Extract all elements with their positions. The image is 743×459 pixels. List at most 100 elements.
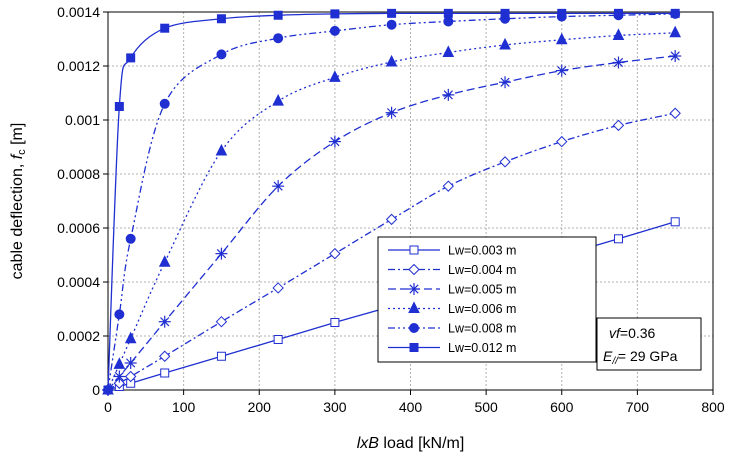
y-tick-label: 0.001 <box>65 112 100 128</box>
legend-label: Lw=0.004 m <box>448 263 516 277</box>
legend-marker <box>409 323 419 333</box>
annotation-box: vf=0.36 E//= 29 GPa <box>596 317 702 371</box>
data-point <box>273 10 283 20</box>
data-point <box>669 25 681 38</box>
legend: Lw=0.003 m Lw=0.004 m Lw=0.005 m Lw=0.006 m… <box>377 236 597 363</box>
data-point <box>215 247 228 260</box>
data-point <box>126 53 136 63</box>
y-tick-label: 0.0012 <box>57 58 100 74</box>
data-point <box>124 370 137 383</box>
legend-marker <box>408 301 420 313</box>
data-point <box>387 8 397 18</box>
legend-label: Lw=0.008 m <box>448 322 516 336</box>
x-tick-label: 200 <box>248 399 272 415</box>
series-6 <box>103 8 680 395</box>
legend-marker <box>408 263 420 276</box>
data-point <box>113 357 126 369</box>
data-point <box>124 331 137 344</box>
legend-item: Lw=0.006 m <box>388 301 516 316</box>
data-point <box>216 49 227 60</box>
legend-marker <box>408 283 420 295</box>
data-point <box>215 315 228 328</box>
data-point <box>612 56 625 69</box>
x-tick-label: 800 <box>701 399 725 415</box>
data-point <box>329 247 341 260</box>
y-tick-label: 0.0006 <box>57 220 100 236</box>
data-point <box>670 8 680 18</box>
data-point <box>159 98 170 109</box>
data-point <box>216 14 226 24</box>
x-tick-label: 100 <box>172 399 196 415</box>
gridlines <box>108 12 713 390</box>
data-point <box>499 37 511 50</box>
data-point <box>669 50 682 63</box>
data-point <box>330 9 340 19</box>
data-point <box>500 8 510 18</box>
data-point <box>442 88 455 101</box>
data-point <box>555 32 568 45</box>
data-point <box>103 385 113 395</box>
data-point <box>216 351 226 361</box>
x-axis-label: lxB load [kN/m] <box>357 435 465 452</box>
data-point <box>125 233 136 244</box>
series-3 <box>102 50 682 396</box>
x-axis-ticks: 0 100 200 300 400 500 600 700 800 <box>104 390 725 415</box>
legend-frame <box>377 236 597 363</box>
data-point <box>114 309 125 320</box>
legend-item: Lw=0.005 m <box>388 283 516 297</box>
data-point <box>442 45 455 57</box>
y-tick-label: 0.0014 <box>57 4 100 20</box>
series-line <box>107 12 676 391</box>
data-point <box>113 377 126 389</box>
data-point <box>160 23 170 33</box>
annotation-vf: vf=0.36 <box>609 325 656 341</box>
data-point <box>272 93 284 106</box>
data-point <box>557 8 567 18</box>
y-tick-label: 0 <box>92 382 100 398</box>
data-point <box>329 25 340 36</box>
data-point <box>124 357 137 369</box>
data-point <box>272 180 285 193</box>
data-point <box>273 33 284 44</box>
data-point <box>386 19 397 30</box>
data-point <box>556 135 568 148</box>
data-point <box>328 135 341 148</box>
data-point <box>215 143 228 156</box>
legend-item: Lw=0.003 m <box>388 244 516 258</box>
data-point <box>114 102 124 111</box>
data-point <box>499 76 512 89</box>
data-point <box>443 8 453 18</box>
data-point <box>272 282 284 294</box>
legend-item: Lw=0.012 m <box>388 341 516 355</box>
annotation-frame <box>596 317 702 371</box>
legend-label: Lw=0.012 m <box>448 341 516 355</box>
x-tick-label: 400 <box>399 399 423 415</box>
data-point <box>385 213 398 226</box>
annotation-modulus: E//= 29 GPa <box>603 348 678 367</box>
data-point <box>330 318 340 327</box>
y-tick-label: 0.0002 <box>57 328 100 344</box>
data-point <box>442 180 455 192</box>
data-point <box>158 255 171 267</box>
x-tick-label: 600 <box>550 399 574 415</box>
data-point <box>443 16 454 27</box>
data-point <box>385 54 398 67</box>
data-point <box>113 370 126 383</box>
data-point <box>612 119 625 132</box>
data-point <box>273 335 283 345</box>
x-tick-label: 300 <box>323 399 347 415</box>
data-point <box>555 64 568 77</box>
data-point <box>160 368 170 378</box>
y-axis-label: cable deflection, fc [m] <box>9 123 28 280</box>
legend-marker <box>409 343 419 352</box>
data-point <box>613 234 623 244</box>
x-tick-label: 0 <box>104 399 112 415</box>
legend-label: Lw=0.005 m <box>448 283 516 297</box>
data-point <box>329 70 341 82</box>
data-point <box>613 8 623 18</box>
x-tick-label: 500 <box>474 399 498 415</box>
data-point <box>158 315 171 328</box>
legend-label: Lw=0.006 m <box>448 302 516 316</box>
series-group <box>102 8 682 396</box>
